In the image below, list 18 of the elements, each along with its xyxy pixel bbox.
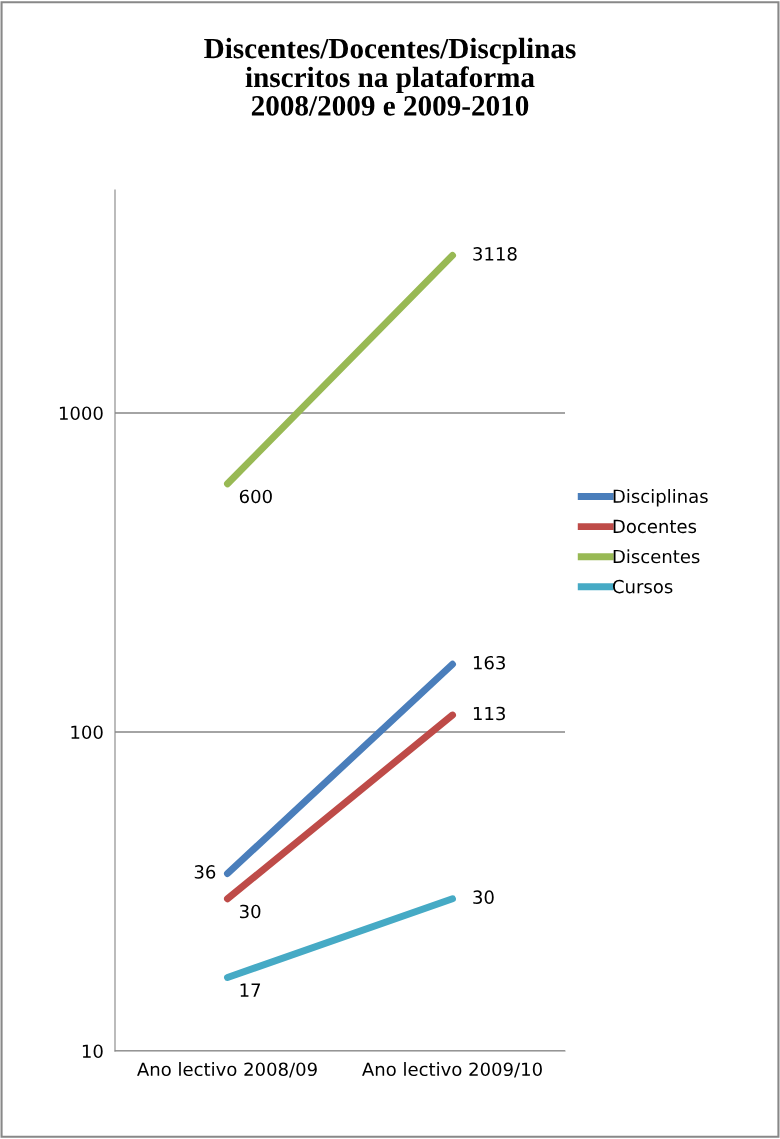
data-label: 36	[194, 865, 216, 879]
data-label: 3118	[473, 247, 517, 261]
x-tick-label: Ano lectivo 2009/10	[362, 1062, 542, 1078]
data-label: 30	[239, 904, 261, 919]
data-label: 163	[473, 655, 505, 670]
x-tick-label: Ano lectivo 2008/09	[137, 1062, 317, 1078]
y-tick-label: 10	[82, 1044, 103, 1059]
y-tick-label: 1000	[59, 406, 103, 421]
legend-label: Docentes	[613, 519, 697, 534]
data-label: 30	[473, 890, 494, 905]
data-label: 113	[473, 706, 505, 721]
chart-title: Discentes/Docentes/Discplinas inscritos na plataforma 2008/2009 e 2009-2010	[204, 37, 576, 116]
legend-label: Discentes	[613, 549, 700, 564]
data-label: 600	[239, 489, 272, 504]
data-label: 17	[240, 983, 261, 997]
y-tick-label: 100	[71, 725, 103, 740]
legend-label: Cursos	[612, 579, 673, 594]
legend-label: Disciplinas	[613, 489, 708, 507]
